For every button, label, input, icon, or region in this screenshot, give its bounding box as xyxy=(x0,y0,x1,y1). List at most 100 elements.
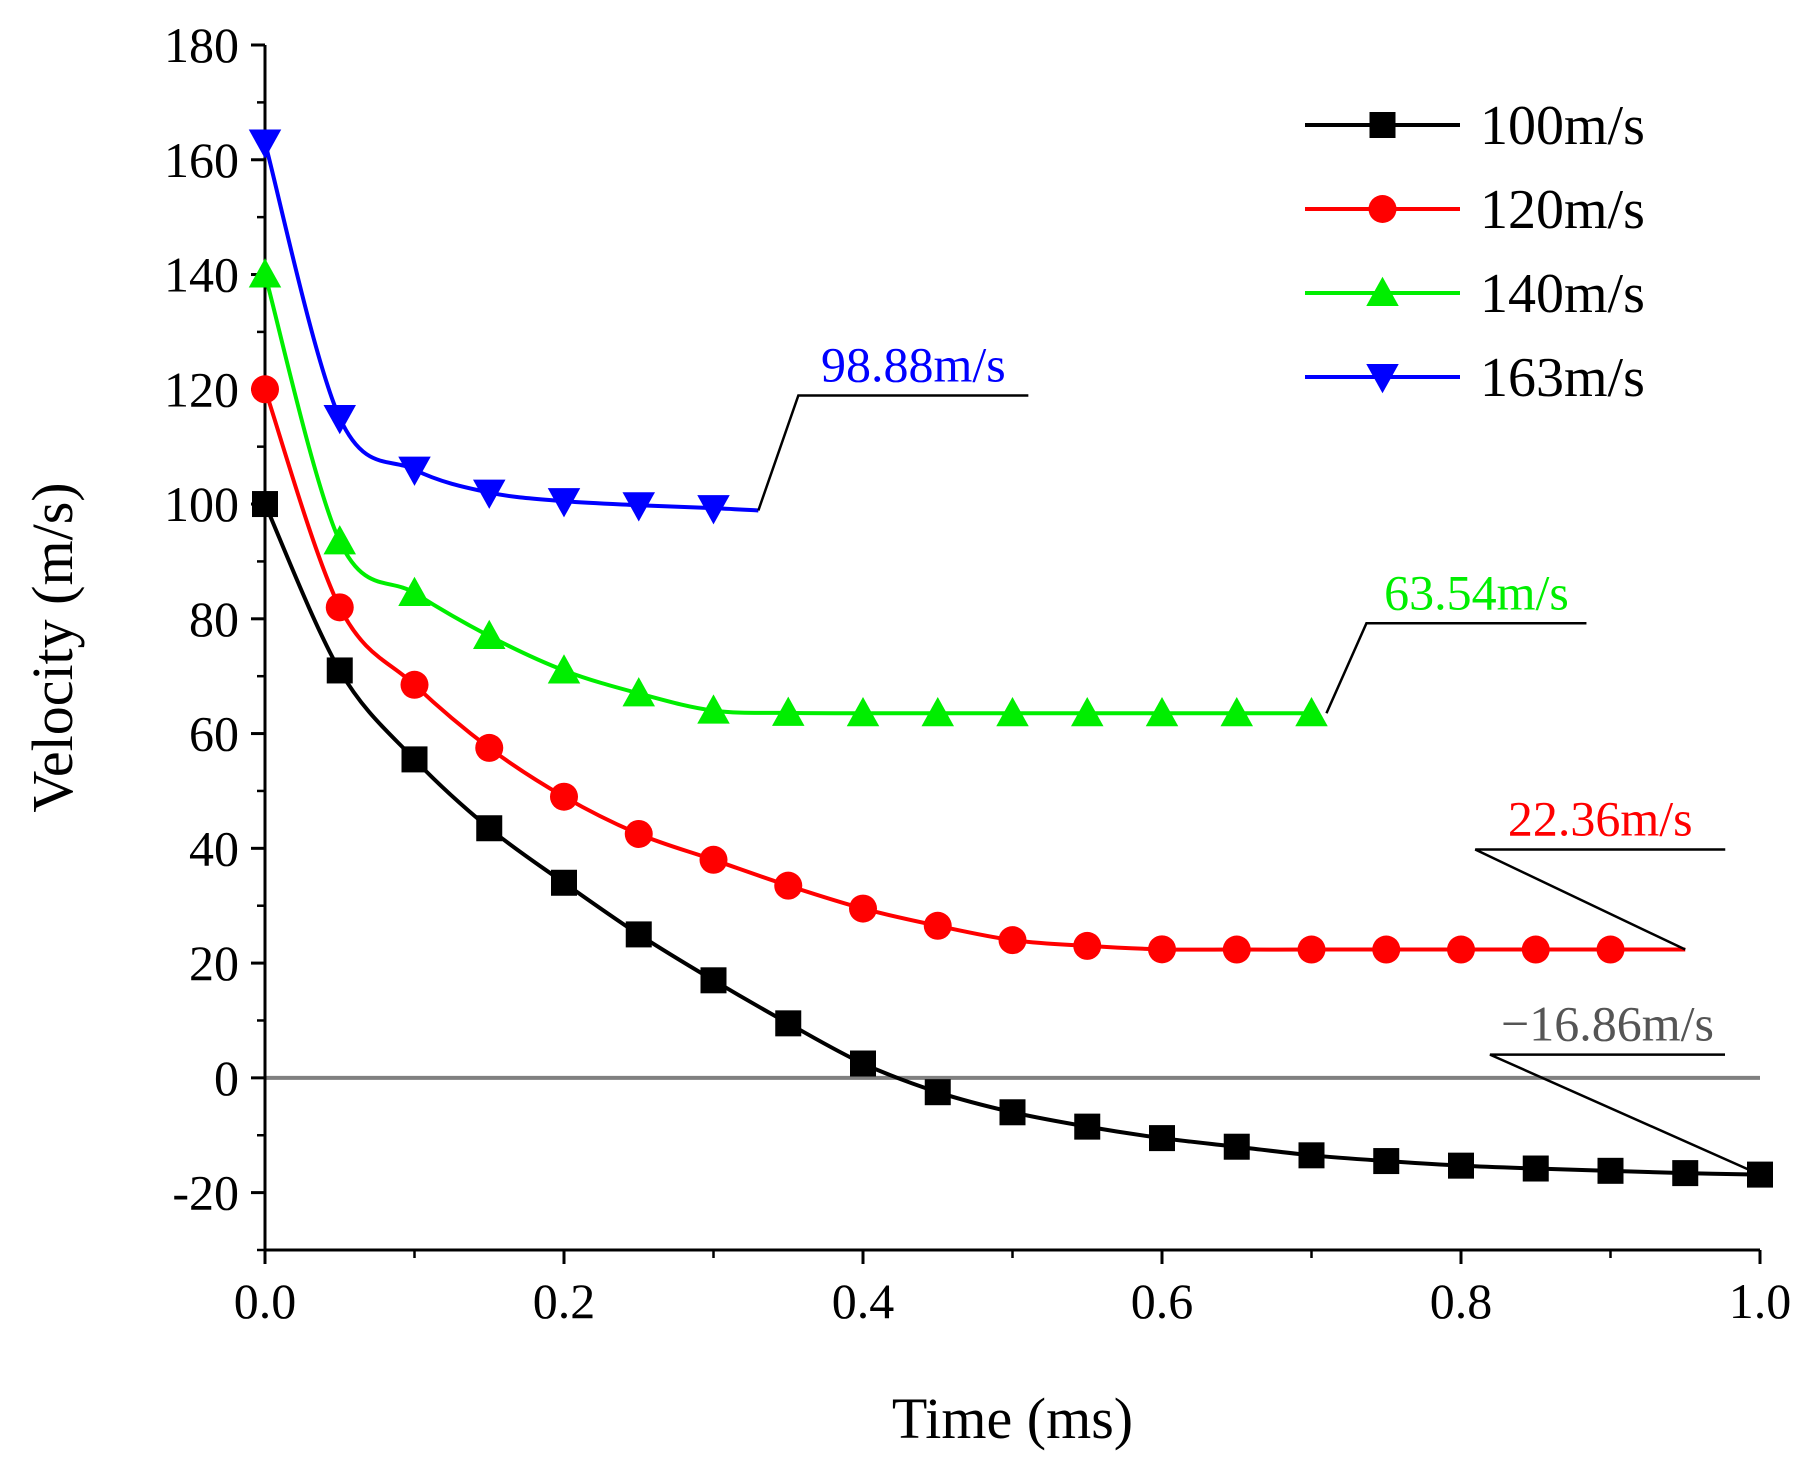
x-tick-label: 0.2 xyxy=(533,1273,596,1329)
data-point xyxy=(475,733,504,762)
x-axis-title: Time (ms) xyxy=(892,1386,1133,1451)
x-tick-label: 0.4 xyxy=(832,1273,895,1329)
series-100m/s xyxy=(252,491,1773,1188)
legend-label: 163m/s xyxy=(1480,347,1645,409)
annotation-leader-line xyxy=(757,394,1029,511)
data-point xyxy=(551,869,577,896)
data-point xyxy=(1145,697,1179,727)
data-point xyxy=(1074,1113,1101,1140)
y-tick-label: 80 xyxy=(189,591,239,647)
data-point xyxy=(547,488,581,518)
data-point xyxy=(248,129,282,159)
data-point xyxy=(1448,1152,1474,1179)
data-point xyxy=(996,697,1029,727)
data-point xyxy=(1295,697,1328,727)
data-point xyxy=(1148,935,1176,964)
data-point xyxy=(1672,1160,1699,1187)
annotation-leader-line xyxy=(1325,622,1587,714)
legend-marker xyxy=(1368,195,1397,223)
data-point xyxy=(550,782,578,811)
data-point xyxy=(326,657,353,684)
y-tick-label: 140 xyxy=(164,247,239,303)
data-point xyxy=(547,654,581,684)
data-point xyxy=(697,495,730,525)
data-point xyxy=(924,1079,951,1106)
value-annotation: 98.88m/s xyxy=(757,336,1029,511)
legend-item: 163m/s xyxy=(1305,347,1645,409)
data-point xyxy=(1521,935,1550,964)
y-axis-title: Velocity (m/s) xyxy=(20,482,85,812)
data-point xyxy=(1297,935,1326,964)
data-point xyxy=(699,845,728,874)
data-point xyxy=(400,670,429,699)
data-point xyxy=(998,926,1027,955)
data-point xyxy=(473,479,506,509)
y-tick-label: 60 xyxy=(189,706,239,762)
x-tick-label: 1.0 xyxy=(1729,1273,1792,1329)
x-tick-label: 0.0 xyxy=(234,1273,297,1329)
series-line xyxy=(263,273,1312,716)
annotation-label: 63.54m/s xyxy=(1384,564,1569,620)
legend-marker xyxy=(1369,112,1396,138)
data-point xyxy=(625,921,652,948)
data-point xyxy=(697,694,730,724)
x-tick-label: 0.6 xyxy=(1131,1273,1194,1329)
legend-item: 100m/s xyxy=(1305,95,1645,157)
legend-item: 120m/s xyxy=(1305,179,1645,241)
y-tick-label: -20 xyxy=(172,1165,239,1221)
legend-label: 140m/s xyxy=(1480,263,1645,325)
legend-item: 140m/s xyxy=(1305,263,1645,325)
data-point xyxy=(1596,935,1625,964)
data-point xyxy=(323,404,356,435)
data-point xyxy=(252,491,278,518)
y-tick-label: 180 xyxy=(164,17,239,73)
data-point xyxy=(1447,935,1475,964)
data-point xyxy=(1372,935,1401,964)
data-point xyxy=(923,911,952,940)
y-tick-label: 100 xyxy=(164,476,239,532)
series-163m/s xyxy=(248,129,759,525)
series-line xyxy=(263,503,1761,1177)
y-tick-label: 0 xyxy=(214,1050,239,1106)
value-annotation: 22.36m/s xyxy=(1474,791,1726,951)
value-annotation: −16.86m/s xyxy=(1489,996,1761,1176)
data-point xyxy=(1298,1142,1325,1169)
data-point xyxy=(700,967,727,994)
data-point xyxy=(1149,1125,1175,1152)
x-tick-label: 0.8 xyxy=(1430,1273,1493,1329)
annotation-leader-line xyxy=(1489,1053,1761,1176)
data-point xyxy=(850,1050,876,1077)
legend: 100m/s 120m/s 140m/s 163m/s xyxy=(1305,95,1645,409)
y-tick-label: 20 xyxy=(189,935,239,991)
data-point xyxy=(251,375,279,404)
series-140m/s xyxy=(248,258,1328,727)
data-point xyxy=(1220,697,1253,727)
data-point xyxy=(1522,1155,1549,1182)
data-point xyxy=(999,1099,1026,1126)
annotation-label: −16.86m/s xyxy=(1501,996,1714,1052)
series-120m/s xyxy=(251,375,1686,964)
annotation-leader-line xyxy=(1474,848,1726,951)
data-point xyxy=(476,815,503,842)
legend-label: 120m/s xyxy=(1480,179,1645,241)
data-point xyxy=(1373,1148,1400,1175)
series-layer xyxy=(248,129,1773,1188)
data-point xyxy=(1597,1157,1624,1184)
data-point xyxy=(772,696,805,726)
data-point xyxy=(622,677,655,707)
data-point xyxy=(398,576,431,606)
data-point xyxy=(401,746,428,773)
annotation-layer: 98.88m/s 63.54m/s 22.36m/s −16.86m/s xyxy=(757,336,1761,1176)
y-tick-label: 120 xyxy=(164,361,239,417)
tick-layer: -20 0 20 40 60 80 100 120 140 160 180 0.0 0.2 0.4 0.6 0… xyxy=(164,17,1791,1329)
data-point xyxy=(624,819,653,848)
legend-marker xyxy=(1366,364,1399,394)
data-point xyxy=(473,619,506,650)
annotation-label: 98.88m/s xyxy=(821,336,1006,392)
legend-label: 100m/s xyxy=(1480,95,1645,157)
data-point xyxy=(398,456,431,486)
data-point xyxy=(248,258,282,288)
value-annotation: 63.54m/s xyxy=(1325,564,1587,714)
data-point xyxy=(921,697,954,727)
